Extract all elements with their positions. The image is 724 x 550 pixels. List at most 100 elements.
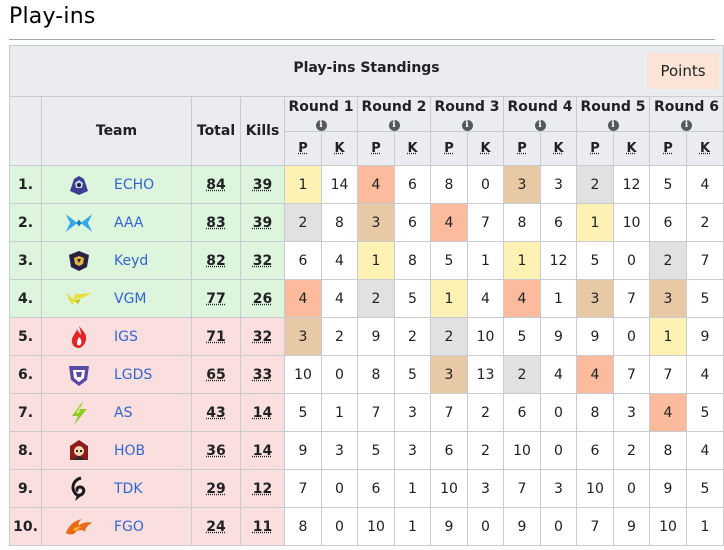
round-4-placement-cell: 1: [503, 241, 541, 280]
round-6-p-header[interactable]: P: [649, 131, 687, 166]
info-icon[interactable]: i: [461, 120, 473, 131]
round-1-kills-cell: 0: [321, 469, 358, 508]
round-4-placement-cell: 5: [503, 317, 541, 356]
round-4-kills-cell: 0: [540, 507, 577, 546]
round-5-placement-cell: 5: [576, 241, 614, 280]
table-row: 10. FGO 24 11 8 0 10 1 9 0 9 0 7 9 10 1: [9, 507, 724, 546]
round-4-placement-cell: 3: [503, 165, 541, 204]
table-row: 8. HOB 36 14 9 3 5 3 6 2 10 0 6 2 8 4: [9, 431, 724, 470]
round-3-placement-cell: 4: [430, 203, 468, 242]
round-5-placement-cell: 7: [576, 507, 614, 546]
hob-logo-icon[interactable]: [64, 438, 94, 464]
title-divider: [9, 39, 715, 40]
round-2-kills-cell: 1: [394, 507, 431, 546]
round-5-kills-cell: 0: [613, 469, 650, 508]
round-4-p-header[interactable]: P: [503, 131, 541, 166]
team-header[interactable]: Team: [41, 96, 192, 166]
info-icon[interactable]: i: [681, 120, 692, 131]
round-6-placement-cell: 9: [649, 469, 687, 508]
tdk-logo-icon[interactable]: [64, 476, 94, 502]
lgds-logo-icon[interactable]: [64, 362, 94, 388]
rank-cell: 10.: [9, 507, 42, 546]
team-name-link[interactable]: VGM: [114, 290, 147, 307]
round-5-k-header[interactable]: K: [613, 131, 650, 166]
igs-logo-icon[interactable]: [64, 324, 94, 350]
round-3-placement-cell: 6: [430, 431, 468, 470]
round-2-k-header[interactable]: K: [394, 131, 431, 166]
vgm-logo-icon[interactable]: [64, 286, 94, 312]
info-icon[interactable]: i: [315, 120, 327, 131]
kills-header[interactable]: Kills: [240, 96, 285, 166]
total-kills-cell: 14: [240, 431, 285, 470]
rank-cell: 1.: [9, 165, 42, 204]
echo-logo-icon[interactable]: [64, 172, 94, 198]
round-2-kills-cell: 2: [394, 317, 431, 356]
round-5-kills-cell: 9: [613, 507, 650, 546]
team-cell: Keyd: [41, 241, 192, 280]
team-name-link[interactable]: AS: [114, 404, 133, 421]
round-2-kills-cell: 6: [394, 203, 431, 242]
round-5-kills-cell: 2: [613, 431, 650, 470]
round-3-placement-cell: 8: [430, 165, 468, 204]
round-2-placement-cell: 4: [357, 165, 395, 204]
total-kills-cell: 39: [240, 203, 285, 242]
total-kills-cell: 12: [240, 469, 285, 508]
as-logo-icon[interactable]: [64, 400, 94, 426]
total-header[interactable]: Total: [191, 96, 241, 166]
round-1-kills-cell: 4: [321, 241, 358, 280]
round-6-kills-cell: 4: [686, 165, 724, 204]
rank-cell: 6.: [9, 355, 42, 394]
team-name-link[interactable]: FGO: [114, 518, 144, 535]
total-points-cell: 65: [191, 355, 241, 394]
round-label: Round 4: [507, 99, 573, 115]
table-row: 7. AS 43 14 5 1 7 3 7 2 6 0 8 3 4 5: [9, 393, 724, 432]
round-1-k-header[interactable]: K: [321, 131, 358, 166]
round-4-kills-cell: 3: [540, 469, 577, 508]
round-6-placement-cell: 10: [649, 507, 687, 546]
info-icon[interactable]: i: [607, 120, 619, 131]
keyd-logo-icon[interactable]: [64, 248, 94, 274]
round-5-placement-cell: 10: [576, 469, 614, 508]
round-3-p-header[interactable]: P: [430, 131, 468, 166]
team-name-link[interactable]: HOB: [114, 442, 146, 459]
team-name-link[interactable]: Keyd: [114, 252, 149, 269]
round-1-placement-cell: 10: [284, 355, 322, 394]
round-3-kills-cell: 2: [467, 393, 504, 432]
team-cell: AS: [41, 393, 192, 432]
round-1-p-header[interactable]: P: [284, 131, 322, 166]
round-3-placement-cell: 9: [430, 507, 468, 546]
info-icon[interactable]: i: [534, 120, 546, 131]
round-5-placement-cell: 4: [576, 355, 614, 394]
round-5-placement-cell: 9: [576, 317, 614, 356]
round-5-p-header[interactable]: P: [576, 131, 614, 166]
round-2-placement-cell: 6: [357, 469, 395, 508]
team-name-link[interactable]: ECHO: [114, 176, 155, 193]
team-name-link[interactable]: AAA: [114, 214, 144, 231]
page-title: Play-ins: [9, 4, 96, 29]
round-4-placement-cell: 2: [503, 355, 541, 394]
round-label: Round 1: [288, 99, 354, 115]
total-kills-cell: 32: [240, 241, 285, 280]
round-6-kills-cell: 5: [686, 469, 724, 508]
round-3-kills-cell: 0: [467, 165, 504, 204]
round-4-k-header[interactable]: K: [540, 131, 577, 166]
round-2-p-header[interactable]: P: [357, 131, 395, 166]
round-header-1: Round 1 i: [284, 96, 358, 132]
round-3-kills-cell: 13: [467, 355, 504, 394]
round-3-k-header[interactable]: K: [467, 131, 504, 166]
round-6-k-header[interactable]: K: [686, 131, 724, 166]
fgo-logo-icon[interactable]: [64, 514, 94, 540]
round-4-kills-cell: 3: [540, 165, 577, 204]
round-4-kills-cell: 12: [540, 241, 577, 280]
total-kills-cell: 14: [240, 393, 285, 432]
round-5-placement-cell: 6: [576, 431, 614, 470]
points-toggle-button[interactable]: Points: [647, 53, 719, 89]
team-name-link[interactable]: IGS: [114, 328, 138, 345]
table-caption: Play-ins Standings: [293, 60, 440, 76]
round-5-placement-cell: 3: [576, 279, 614, 318]
team-name-link[interactable]: LGDS: [114, 366, 153, 383]
aaa-logo-icon[interactable]: [64, 210, 94, 236]
team-name-link[interactable]: TDK: [114, 480, 143, 497]
info-icon[interactable]: i: [388, 120, 400, 131]
round-6-kills-cell: 2: [686, 203, 724, 242]
